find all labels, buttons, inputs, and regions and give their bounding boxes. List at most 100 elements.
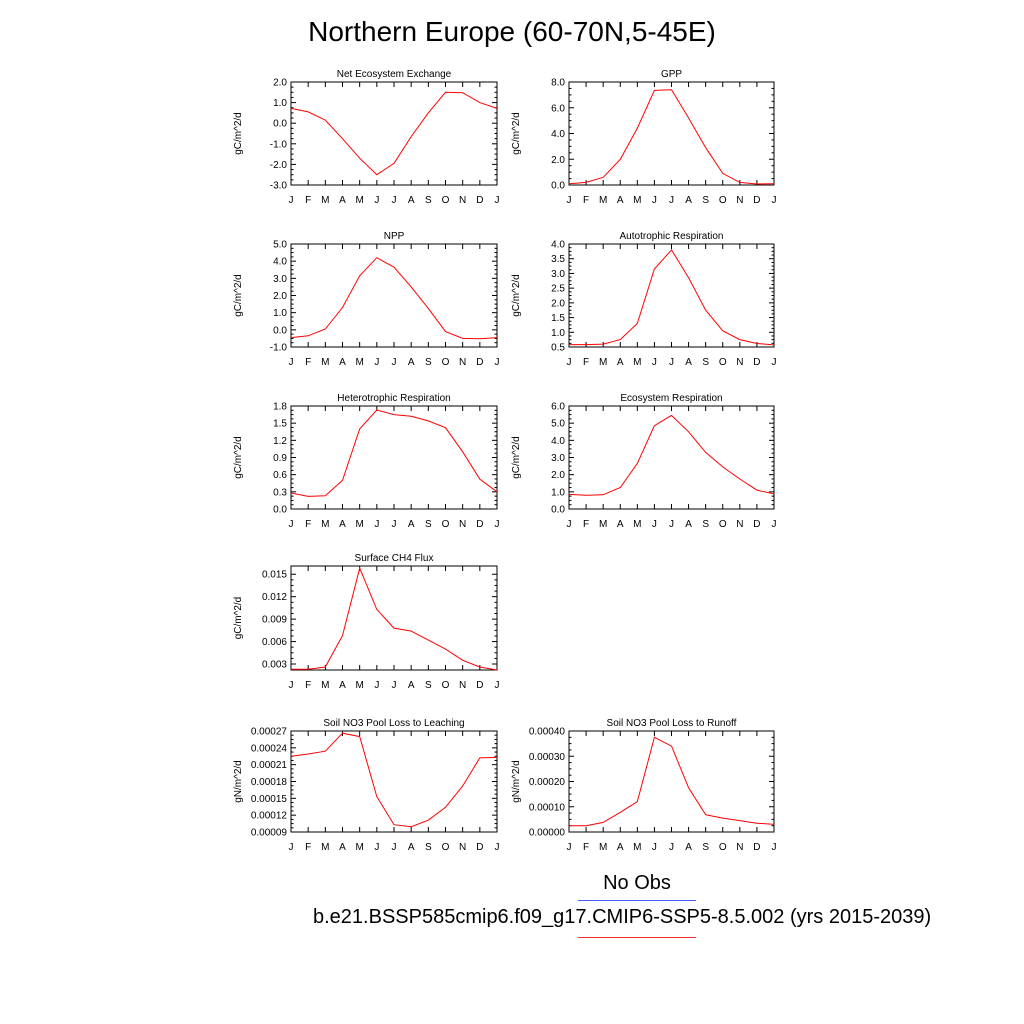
y-axis-label: gC/m^2/d (511, 112, 522, 155)
x-tick-label: N (736, 357, 743, 368)
x-tick-label: A (617, 357, 624, 368)
x-tick-label: F (583, 195, 589, 206)
y-tick-label: 1.8 (273, 402, 287, 413)
x-tick-label: A (408, 842, 415, 853)
x-tick-label: M (355, 519, 363, 530)
x-tick-label: J (495, 842, 500, 853)
y-tick-label: 0.015 (262, 570, 287, 581)
x-tick-label: M (599, 195, 607, 206)
x-tick-label: J (374, 195, 379, 206)
x-tick-label: S (702, 195, 709, 206)
panel-title: Soil NO3 Pool Loss to Leaching (323, 718, 464, 729)
y-tick-label: 0.012 (262, 592, 287, 603)
y-tick-label: 0.003 (262, 660, 287, 671)
y-axis-label: gN/m^2/d (233, 760, 244, 803)
x-tick-label: J (392, 519, 397, 530)
x-tick-label: M (599, 842, 607, 853)
y-tick-label: 3.0 (551, 269, 565, 280)
x-tick-label: A (408, 357, 415, 368)
y-tick-label: 0.00030 (529, 752, 566, 763)
plot-frame (568, 81, 775, 186)
plot-frame (290, 243, 498, 348)
y-tick-label: 1.2 (273, 436, 287, 447)
series-line (290, 257, 498, 340)
x-tick-label: M (599, 357, 607, 368)
x-tick-label: J (567, 842, 572, 853)
x-tick-label: M (355, 680, 363, 691)
series-line (290, 91, 498, 176)
x-tick-label: M (633, 195, 641, 206)
x-tick-label: F (305, 680, 311, 691)
x-tick-label: J (392, 357, 397, 368)
y-axis-label: gC/m^2/d (511, 436, 522, 479)
x-tick-label: A (408, 195, 415, 206)
y-axis-label: gC/m^2/d (233, 597, 244, 640)
y-tick-label: 2.0 (273, 78, 287, 89)
y-tick-label: 0.00020 (529, 777, 566, 788)
y-tick-label: 1.5 (551, 313, 565, 324)
x-tick-label: A (339, 680, 346, 691)
y-tick-label: 0.0 (273, 119, 287, 130)
y-axis-label: gC/m^2/d (233, 112, 244, 155)
y-tick-label: 0.006 (262, 637, 287, 648)
y-tick-label: 0.5 (551, 343, 565, 354)
x-tick-label: S (425, 842, 432, 853)
x-tick-label: N (736, 842, 743, 853)
panel-title: Soil NO3 Pool Loss to Runoff (607, 718, 737, 729)
x-tick-label: J (289, 195, 294, 206)
y-tick-label: 4.0 (551, 129, 565, 140)
x-tick-label: J (495, 357, 500, 368)
plot-frame (290, 565, 498, 671)
x-tick-label: J (652, 195, 657, 206)
x-tick-label: J (652, 357, 657, 368)
series-line (290, 732, 498, 828)
x-tick-label: J (495, 195, 500, 206)
x-tick-label: F (305, 519, 311, 530)
x-tick-label: O (719, 195, 727, 206)
x-tick-label: M (321, 842, 329, 853)
y-tick-label: 0.00000 (529, 828, 566, 839)
y-tick-label: 0.00021 (251, 760, 288, 771)
series-line (290, 409, 498, 497)
x-tick-label: S (702, 519, 709, 530)
y-tick-label: 1.5 (273, 419, 287, 430)
y-tick-label: 0.3 (273, 487, 287, 498)
x-tick-label: M (321, 357, 329, 368)
y-tick-label: 2.0 (273, 291, 287, 302)
x-tick-label: M (321, 680, 329, 691)
x-tick-label: S (425, 680, 432, 691)
x-tick-label: M (599, 519, 607, 530)
y-tick-label: 0.00018 (251, 777, 288, 788)
y-tick-label: 3.0 (273, 274, 287, 285)
x-tick-label: J (289, 842, 294, 853)
legend-no-obs: No Obs (603, 872, 671, 894)
y-tick-label: 8.0 (551, 78, 565, 89)
y-tick-label: 5.0 (551, 419, 565, 430)
x-tick-label: D (476, 195, 483, 206)
y-axis-label: gC/m^2/d (233, 436, 244, 479)
y-tick-label: 2.0 (551, 298, 565, 309)
x-tick-label: J (392, 680, 397, 691)
x-tick-label: J (289, 519, 294, 530)
x-tick-label: J (669, 519, 674, 530)
y-tick-label: 4.0 (551, 240, 565, 251)
x-tick-label: J (652, 519, 657, 530)
x-tick-label: F (305, 195, 311, 206)
x-tick-label: S (702, 842, 709, 853)
chart-panel: Surface CH4 Flux gC/m^2/d 0.015 0.012 0.009 0… (233, 553, 500, 691)
x-tick-label: N (459, 195, 466, 206)
y-tick-label: 0.6 (273, 470, 287, 481)
plot-frame (568, 405, 775, 510)
y-tick-label: 0.009 (262, 615, 287, 626)
x-tick-label: O (719, 519, 727, 530)
x-tick-label: M (355, 357, 363, 368)
x-tick-label: S (425, 195, 432, 206)
y-tick-label: 1.0 (551, 487, 565, 498)
y-tick-label: 0.00009 (251, 828, 288, 839)
x-tick-label: J (374, 357, 379, 368)
x-tick-label: A (339, 357, 346, 368)
x-tick-label: A (408, 519, 415, 530)
x-tick-label: A (617, 842, 624, 853)
